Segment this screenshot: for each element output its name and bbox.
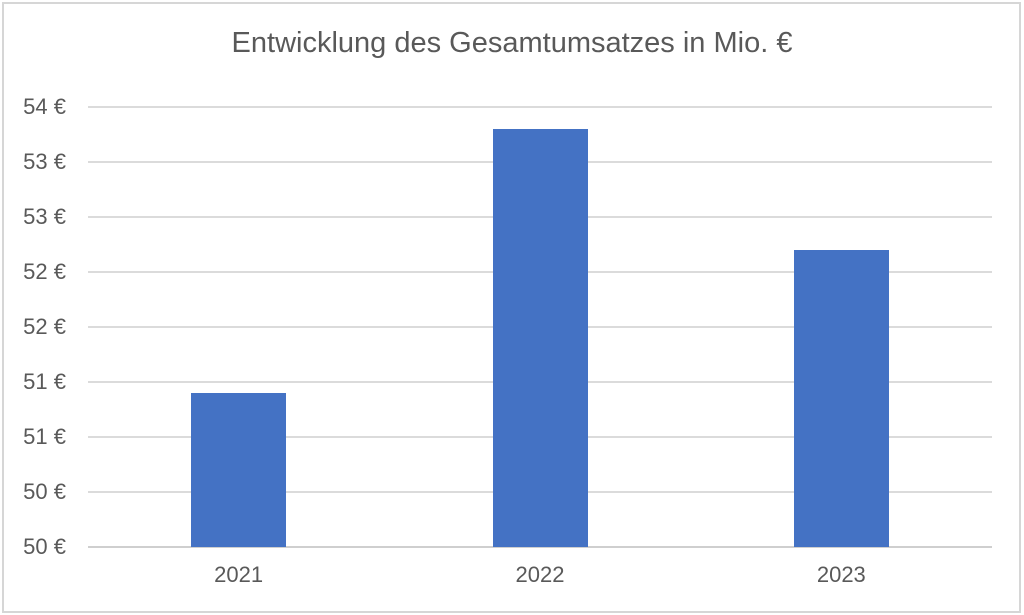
y-axis-tick-label: 50 € <box>23 479 66 504</box>
x-axis-tick-label: 2021 <box>214 562 264 587</box>
x-axis-line <box>88 546 992 548</box>
bar-2023 <box>793 250 889 547</box>
y-axis-tick-label: 53 € <box>23 204 66 229</box>
y-axis-tick-label: 50 € <box>23 534 66 559</box>
y-axis-tick-label: 54 € <box>23 94 66 119</box>
y-axis-tick-label: 53 € <box>23 149 66 174</box>
bar-2021 <box>191 393 287 547</box>
y-axis-tick-label: 52 € <box>23 314 66 339</box>
x-axis-tick-label: 2022 <box>515 562 565 587</box>
gridline <box>88 106 992 108</box>
bar-2022 <box>492 129 588 547</box>
chart-title: Entwicklung des Gesamtumsatzes in Mio. € <box>231 27 793 59</box>
y-axis-tick-label: 52 € <box>23 259 66 284</box>
y-axis-tick-label: 51 € <box>23 424 66 449</box>
y-axis-tick-label: 51 € <box>23 369 66 394</box>
x-axis-tick-label: 2023 <box>816 562 866 587</box>
plot-area <box>88 106 992 548</box>
